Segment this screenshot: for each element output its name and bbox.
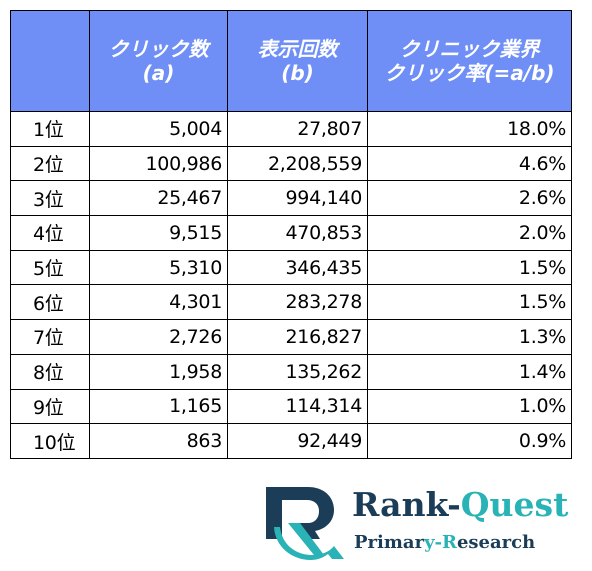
ctr-cell: 18.0%: [367, 111, 572, 147]
ctr-cell: 4.6%: [367, 145, 572, 182]
table-row: 9位 1,165 114,314 1.0%: [10, 388, 572, 425]
rank-cell: 7位: [10, 319, 90, 355]
table-row: 1位 5,004 27,807 18.0%: [10, 111, 572, 147]
header-impressions-line2: (b): [281, 61, 314, 85]
table-row: 5位 5,310 346,435 1.5%: [10, 249, 572, 286]
impressions-cell: 283,278: [227, 284, 368, 321]
impressions-cell: 994,140: [227, 180, 368, 217]
header-ctr-line1: クリニック業界: [399, 37, 540, 61]
clicks-cell: 1,165: [89, 388, 228, 425]
impressions-cell: 346,435: [227, 249, 368, 286]
rank-cell: 5位: [10, 249, 90, 286]
ctr-cell: 0.9%: [367, 423, 572, 459]
tagline-part3: esearch: [456, 532, 536, 553]
table-row: 10位 863 92,449 0.9%: [10, 423, 572, 459]
clicks-cell: 4,301: [89, 284, 228, 321]
tagline-part1: Primar: [354, 532, 425, 553]
brand-name-part2: Quest: [460, 485, 569, 524]
rank-cell: 8位: [10, 353, 90, 390]
ctr-cell: 1.4%: [367, 353, 572, 390]
impressions-cell: 470,853: [227, 215, 368, 251]
header-clicks: クリック数 (a): [89, 10, 228, 112]
rank-cell: 1位: [10, 111, 90, 147]
clicks-cell: 9,515: [89, 215, 228, 251]
impressions-cell: 135,262: [227, 353, 368, 390]
ctr-cell: 2.6%: [367, 180, 572, 217]
header-impressions-line1: 表示回数: [257, 37, 338, 61]
header-impressions: 表示回数 (b): [227, 10, 368, 112]
rank-cell: 3位: [10, 180, 90, 217]
clicks-cell: 5,310: [89, 249, 228, 286]
table-row: 3位 25,467 994,140 2.6%: [10, 180, 572, 217]
brand-name: Rank-Quest: [352, 485, 568, 525]
rank-cell: 9位: [10, 388, 90, 425]
header-ctr-line2: クリック率(=a/b): [384, 61, 555, 85]
rank-cell: 4位: [10, 215, 90, 251]
rank-cell: 2位: [10, 145, 90, 182]
table-row: 8位 1,958 135,262 1.4%: [10, 353, 572, 390]
table-row: 6位 4,301 283,278 1.5%: [10, 284, 572, 321]
brand-name-part1: Rank-: [352, 485, 461, 524]
clicks-cell: 1,958: [89, 353, 228, 390]
brand-tagline: Primary-Research: [354, 531, 535, 555]
impressions-cell: 2,208,559: [227, 145, 368, 182]
impressions-cell: 27,807: [227, 111, 368, 147]
impressions-cell: 92,449: [227, 423, 368, 459]
impressions-cell: 114,314: [227, 388, 368, 425]
header-clicks-line2: (a): [142, 61, 175, 85]
clicks-cell: 25,467: [89, 180, 228, 217]
rq-monogram-icon: [266, 487, 344, 560]
rank-quest-logo: Rank-Quest Primary-Research: [262, 483, 572, 563]
header-clicks-line1: クリック数: [108, 37, 209, 61]
ctr-cell: 1.3%: [367, 319, 572, 355]
clicks-cell: 100,986: [89, 145, 228, 182]
clicks-cell: 863: [89, 423, 228, 459]
rank-cell: 10位: [10, 423, 90, 459]
header-ctr: クリニック業界 クリック率(=a/b): [367, 10, 572, 112]
clicks-cell: 5,004: [89, 111, 228, 147]
header-rank: [10, 10, 90, 112]
table-row: 2位 100,986 2,208,559 4.6%: [10, 145, 572, 182]
ctr-cell: 1.5%: [367, 249, 572, 286]
table-header-row: クリック数 (a) 表示回数 (b) クリニック業界 クリック率(=a/b): [10, 10, 572, 112]
tagline-part2: y-R: [424, 532, 457, 553]
ctr-cell: 2.0%: [367, 215, 572, 251]
table-row: 7位 2,726 216,827 1.3%: [10, 319, 572, 355]
impressions-cell: 216,827: [227, 319, 368, 355]
rank-cell: 6位: [10, 284, 90, 321]
ranking-ctr-table: クリック数 (a) 表示回数 (b) クリニック業界 クリック率(=a/b) 1…: [10, 10, 572, 459]
table-row: 4位 9,515 470,853 2.0%: [10, 215, 572, 251]
ctr-cell: 1.0%: [367, 388, 572, 425]
clicks-cell: 2,726: [89, 319, 228, 355]
ctr-cell: 1.5%: [367, 284, 572, 321]
